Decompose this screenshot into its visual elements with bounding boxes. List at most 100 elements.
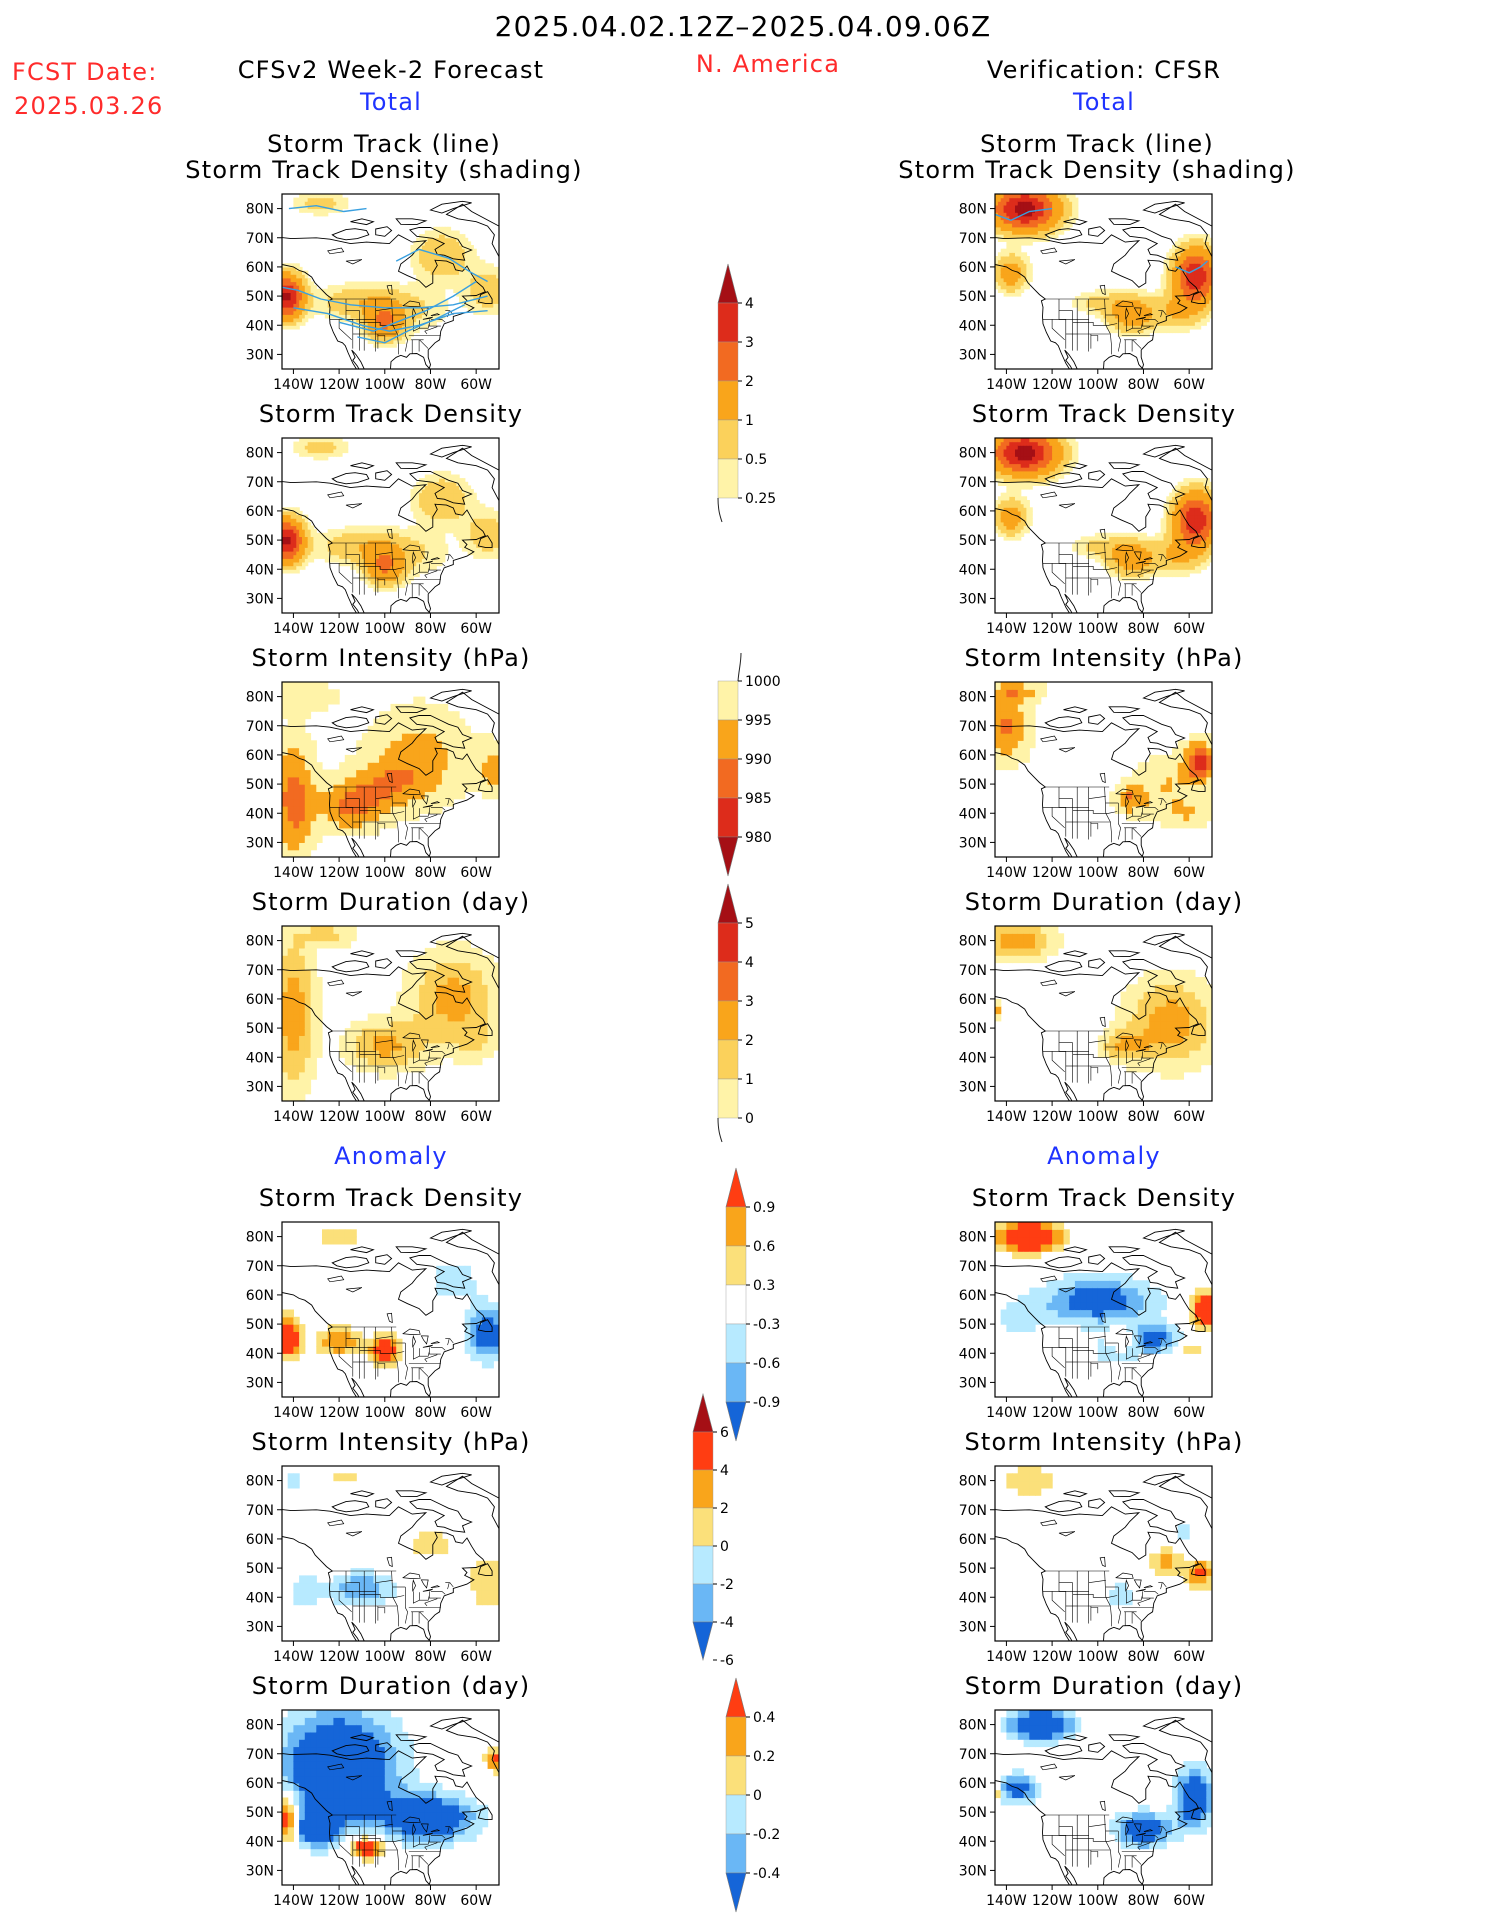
left-map-frame-6 <box>281 1465 500 1642</box>
intensity-colorbar-label: 1000 <box>745 674 781 690</box>
anom-intensity-colorbar-top-arrow <box>692 1392 714 1433</box>
anom-duration-colorbar-bottom-arrow <box>725 1872 747 1913</box>
right-map-frame-1 <box>994 193 1213 370</box>
density-colorbar-label: 4 <box>745 296 754 312</box>
left-lat-label: 80N <box>246 202 274 218</box>
left-lon-label: 100W <box>365 1109 406 1125</box>
right-storm-track-line <box>995 207 1053 222</box>
anom-density-colorbar-bin <box>725 1206 747 1247</box>
right-lon-label: 60W <box>1173 1405 1205 1421</box>
anom-duration-colorbar-bin <box>725 1794 747 1835</box>
anom-density-colorbar-bin <box>725 1323 747 1364</box>
intensity-colorbar-label: 990 <box>745 752 772 768</box>
right-lon-label: 140W <box>986 1109 1027 1125</box>
right-lat-label: 80N <box>959 202 987 218</box>
right-lat-label: 60N <box>959 1532 987 1548</box>
right-lat-label: 70N <box>959 719 987 735</box>
right-lat-label: 40N <box>959 1834 987 1850</box>
right-map-panel-2: 80N 70N 60N 50N 40N 30N 140W 120W 100W 80W 60W <box>959 437 1213 637</box>
left-lon-label: 140W <box>273 1649 314 1665</box>
left-map-shading-1 <box>282 194 499 369</box>
right-lat-label: 70N <box>959 231 987 247</box>
left-lat-label: 30N <box>246 1619 274 1635</box>
left-map-shading-7 <box>282 1710 499 1885</box>
left-lat-label: 30N <box>246 1375 274 1391</box>
right-map-panel-6: 80N 70N 60N 50N 40N 30N 140W 120W 100W 80W 60W <box>959 1465 1213 1665</box>
left-lat-label: 70N <box>246 1747 274 1763</box>
right-lon-label: 80W <box>1128 1109 1160 1125</box>
right-lat-label: 50N <box>959 533 987 549</box>
right-map-frame-6 <box>994 1465 1213 1642</box>
duration-colorbar-label: 0 <box>745 1111 754 1127</box>
left-lon-label: 60W <box>460 865 492 881</box>
left-lat-label: 40N <box>246 1050 274 1066</box>
anom-intensity-colorbar-label: -2 <box>720 1577 734 1593</box>
right-panel2-title: Storm Track Density <box>971 400 1237 428</box>
anom-intensity-colorbar-bin <box>692 1583 714 1623</box>
left-lon-label: 80W <box>415 1405 447 1421</box>
right-lat-label: 80N <box>959 690 987 706</box>
density-colorbar: 4 3 2 1 0.5 0.25 <box>717 263 776 523</box>
left-lat-label: 50N <box>246 533 274 549</box>
right-lon-label: 140W <box>986 1649 1027 1665</box>
left-lat-label: 40N <box>246 562 274 578</box>
anom-intensity-colorbar-label: 4 <box>720 1463 729 1479</box>
intensity-colorbar-label: 985 <box>745 791 772 807</box>
left-lon-label: 120W <box>319 1893 360 1909</box>
anom-intensity-colorbar-bin <box>692 1469 714 1509</box>
fcst-date-label: FCST Date: <box>12 58 158 86</box>
right-map-shading-6 <box>995 1466 1212 1641</box>
left-lon-label: 120W <box>319 377 360 393</box>
duration-colorbar-bin <box>717 922 739 963</box>
right-lat-label: 30N <box>959 591 987 607</box>
left-lon-label: 120W <box>319 1405 360 1421</box>
left-lat-label: 40N <box>246 1590 274 1606</box>
right-panel4-title: Storm Duration (day) <box>964 888 1244 916</box>
left-lat-label: 60N <box>246 1288 274 1304</box>
right-map-shading-5 <box>995 1222 1212 1397</box>
left-map-panel-7: 80N 70N 60N 50N 40N 30N 140W 120W 100W 80W 60W <box>246 1709 500 1909</box>
anom-duration-colorbar: 0.4 0.2 0 -0.2 -0.4 <box>725 1677 780 1913</box>
anom-duration-colorbar-label: -0.2 <box>753 1827 780 1843</box>
anom-duration-colorbar-top-arrow <box>725 1677 747 1718</box>
intensity-colorbar-bin <box>717 758 739 799</box>
left-map-shading-3 <box>282 682 499 857</box>
anom-duration-colorbar-label: 0 <box>753 1788 762 1804</box>
left-anomaly-label: Anomaly <box>334 1142 448 1170</box>
anom-intensity-colorbar-label: 6 <box>720 1425 729 1441</box>
right-lon-label: 120W <box>1032 1893 1073 1909</box>
right-lat-label: 30N <box>959 1619 987 1635</box>
left-lat-label: 80N <box>246 446 274 462</box>
left-lat-label: 60N <box>246 1532 274 1548</box>
right-map-frame-3 <box>994 681 1213 858</box>
duration-colorbar-label: 2 <box>745 1033 754 1049</box>
right-lat-label: 70N <box>959 1747 987 1763</box>
left-lon-label: 120W <box>319 1109 360 1125</box>
right-lat-label: 50N <box>959 1317 987 1333</box>
right-lat-label: 50N <box>959 1805 987 1821</box>
right-lon-label: 80W <box>1128 1893 1160 1909</box>
anom-intensity-colorbar-bin <box>692 1545 714 1585</box>
density-colorbar-label: 0.25 <box>745 491 776 507</box>
left-lat-label: 40N <box>246 1346 274 1362</box>
right-lat-label: 70N <box>959 963 987 979</box>
right-lon-label: 80W <box>1128 377 1160 393</box>
right-lon-label: 120W <box>1032 865 1073 881</box>
right-lat-label: 50N <box>959 1021 987 1037</box>
left-map-panel-6: 80N 70N 60N 50N 40N 30N 140W 120W 100W 80W 60W <box>246 1465 500 1665</box>
intensity-colorbar-bin <box>717 680 739 721</box>
right-lat-label: 80N <box>959 934 987 950</box>
left-lat-label: 60N <box>246 992 274 1008</box>
right-lon-label: 100W <box>1078 1893 1119 1909</box>
right-map-frame-2 <box>994 437 1213 614</box>
left-lat-label: 50N <box>246 1805 274 1821</box>
anom-intensity-colorbar-label: -6 <box>720 1653 734 1669</box>
left-map-shading-6 <box>282 1472 499 1641</box>
left-lon-label: 140W <box>273 1109 314 1125</box>
left-map-frame-3 <box>281 681 500 858</box>
left-lat-label: 80N <box>246 690 274 706</box>
density-colorbar-label: 1 <box>745 413 754 429</box>
left-panel7-title: Storm Duration (day) <box>251 1672 531 1700</box>
left-lat-label: 70N <box>246 475 274 491</box>
left-lat-label: 40N <box>246 806 274 822</box>
